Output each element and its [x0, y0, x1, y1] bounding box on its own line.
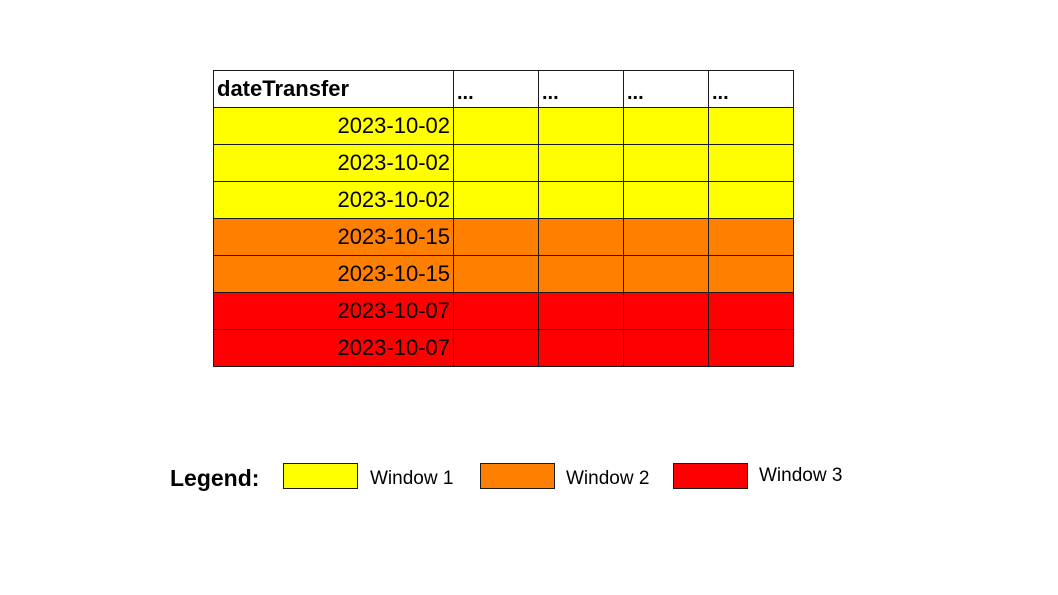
table-row: 2023-10-15 — [213, 218, 794, 256]
date-cell: 2023-10-02 — [213, 144, 454, 182]
header-ellipsis: ... — [708, 70, 794, 108]
header-ellipsis: ... — [538, 70, 624, 108]
date-cell: 2023-10-15 — [213, 218, 454, 256]
empty-cell — [623, 181, 709, 219]
empty-cell — [538, 329, 624, 367]
empty-cell — [538, 107, 624, 145]
empty-cell — [708, 107, 794, 145]
empty-cell — [453, 181, 539, 219]
table-row: 2023-10-07 — [213, 329, 794, 367]
empty-cell — [538, 181, 624, 219]
empty-cell — [453, 144, 539, 182]
empty-cell — [623, 292, 709, 330]
empty-cell — [453, 255, 539, 293]
date-cell: 2023-10-07 — [213, 292, 454, 330]
empty-cell — [623, 255, 709, 293]
empty-cell — [623, 144, 709, 182]
table-header-row: dateTransfer ... ... ... ... — [213, 70, 794, 108]
legend-swatch-window-3 — [673, 463, 748, 489]
empty-cell — [538, 218, 624, 256]
empty-cell — [538, 292, 624, 330]
empty-cell — [708, 255, 794, 293]
empty-cell — [453, 218, 539, 256]
empty-cell — [453, 292, 539, 330]
empty-cell — [708, 218, 794, 256]
empty-cell — [623, 218, 709, 256]
header-date-transfer: dateTransfer — [213, 70, 454, 108]
legend: Legend: Window 1 Window 2 Window 3 — [170, 462, 870, 496]
empty-cell — [708, 181, 794, 219]
table-row: 2023-10-15 — [213, 255, 794, 293]
header-ellipsis: ... — [623, 70, 709, 108]
date-cell: 2023-10-07 — [213, 329, 454, 367]
empty-cell — [453, 329, 539, 367]
empty-cell — [623, 107, 709, 145]
empty-cell — [538, 255, 624, 293]
legend-swatch-window-1 — [283, 463, 358, 489]
legend-label-window-2: Window 2 — [566, 468, 650, 489]
empty-cell — [708, 292, 794, 330]
empty-cell — [708, 329, 794, 367]
legend-label-window-1: Window 1 — [370, 468, 454, 489]
empty-cell — [538, 144, 624, 182]
date-cell: 2023-10-02 — [213, 107, 454, 145]
empty-cell — [623, 329, 709, 367]
data-table: dateTransfer ... ... ... ... 2023-10-02 … — [213, 70, 794, 367]
date-cell: 2023-10-15 — [213, 255, 454, 293]
date-cell: 2023-10-02 — [213, 181, 454, 219]
empty-cell — [708, 144, 794, 182]
legend-swatch-window-2 — [480, 463, 555, 489]
table-row: 2023-10-07 — [213, 292, 794, 330]
legend-title: Legend: — [170, 465, 260, 491]
table-row: 2023-10-02 — [213, 144, 794, 182]
table-row: 2023-10-02 — [213, 181, 794, 219]
empty-cell — [453, 107, 539, 145]
header-ellipsis: ... — [453, 70, 539, 108]
table-row: 2023-10-02 — [213, 107, 794, 145]
legend-label-window-3: Window 3 — [759, 465, 843, 486]
